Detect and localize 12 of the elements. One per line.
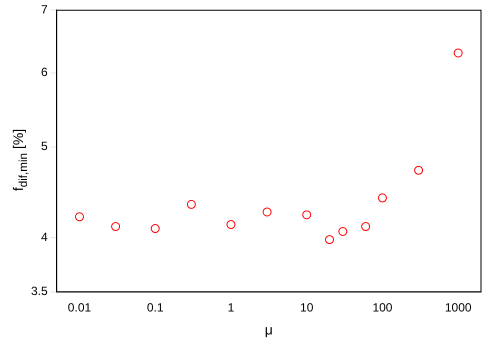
y-tick-label: 3.5 — [30, 284, 48, 298]
x-tick-label: 10 — [300, 300, 314, 314]
y-tick-label: 5 — [40, 139, 48, 154]
x-tick-label: 1000 — [444, 300, 472, 314]
y-tick-label: 6 — [40, 65, 48, 80]
x-tick-label: 100 — [372, 300, 393, 314]
x-tick-label: 0.01 — [68, 300, 92, 314]
y-tick-label: 4 — [40, 230, 48, 244]
y-tick-label: 7 — [40, 2, 48, 17]
x-tick-label: 1 — [228, 300, 235, 314]
x-tick-label: 0.1 — [146, 300, 164, 314]
x-axis-title: μ — [264, 321, 273, 338]
